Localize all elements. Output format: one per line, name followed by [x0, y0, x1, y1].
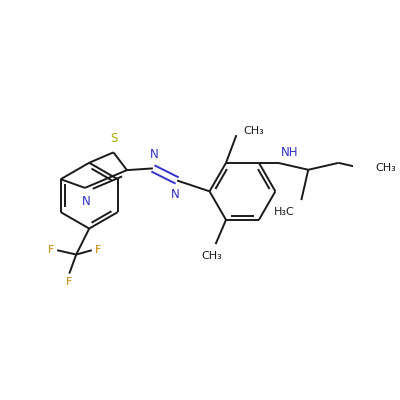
Text: N: N — [150, 148, 159, 161]
Text: NH: NH — [280, 146, 298, 159]
Text: F: F — [48, 245, 54, 255]
Text: S: S — [110, 132, 117, 146]
Text: CH₃: CH₃ — [201, 251, 222, 261]
Text: H₃C: H₃C — [274, 207, 294, 217]
Text: N: N — [171, 188, 180, 201]
Text: N: N — [82, 195, 91, 208]
Text: F: F — [94, 245, 101, 255]
Text: F: F — [66, 277, 72, 287]
Text: CH₃: CH₃ — [243, 126, 264, 136]
Text: CH₃: CH₃ — [376, 163, 396, 173]
